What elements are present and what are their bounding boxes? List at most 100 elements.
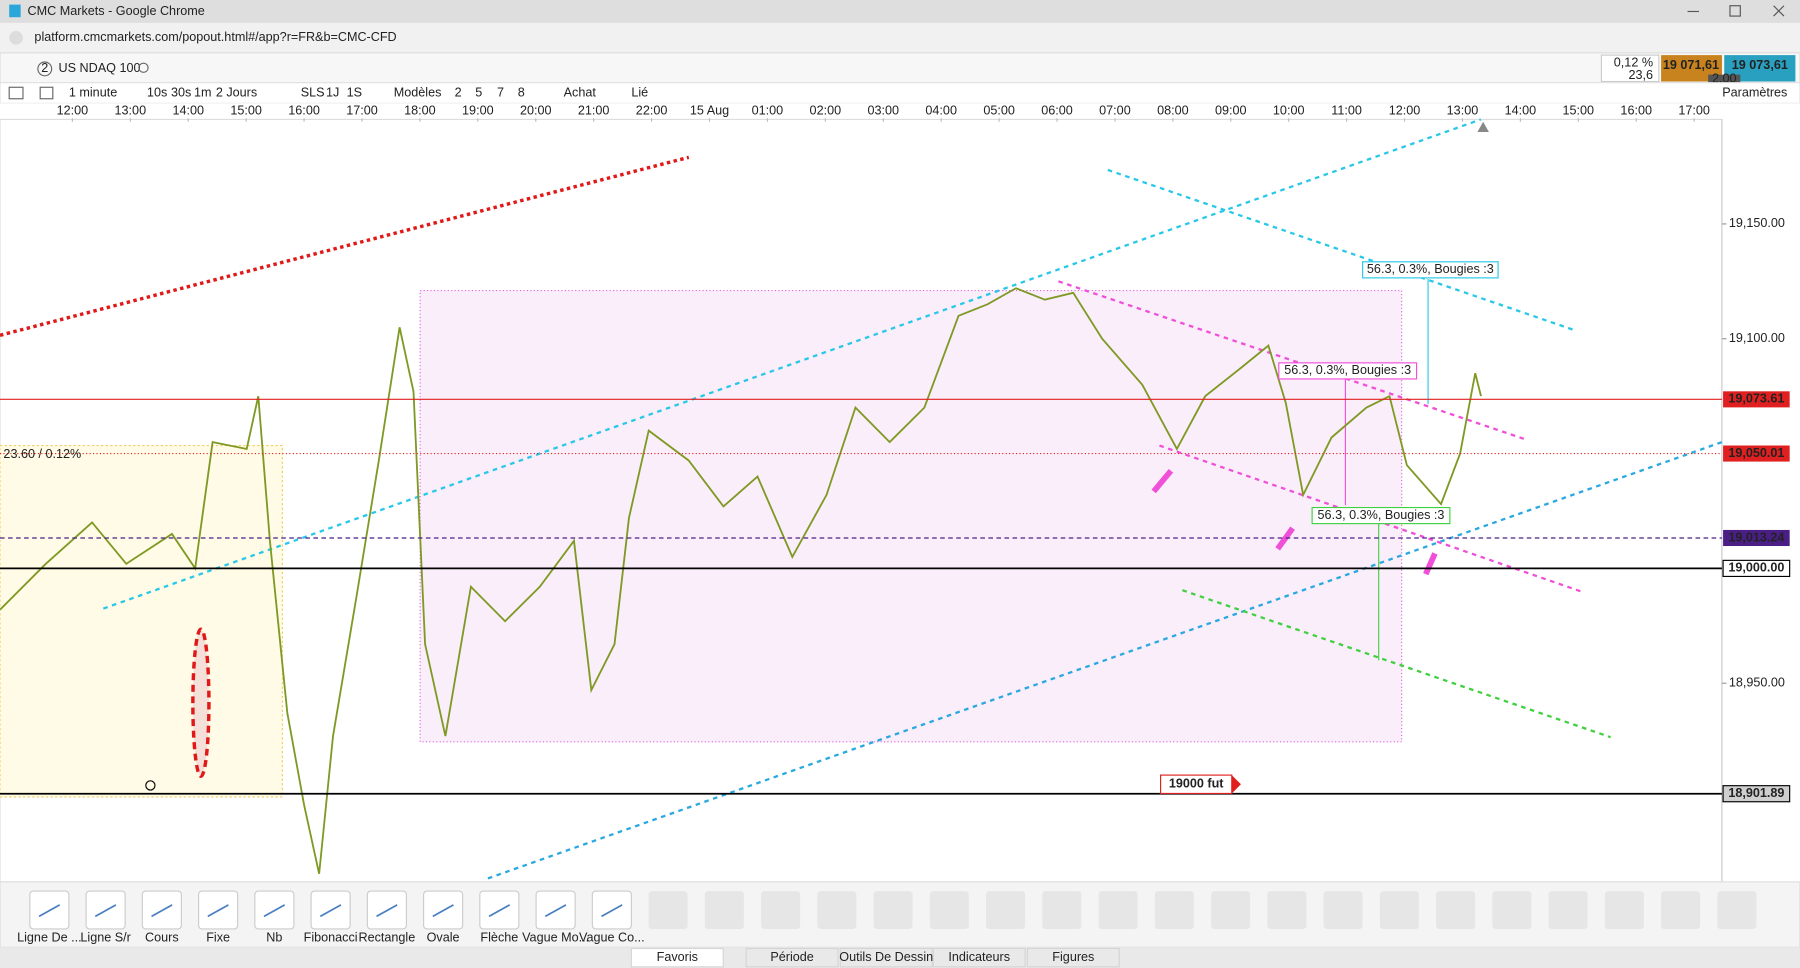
tool-label: Fibonacci bbox=[304, 930, 358, 944]
tab-label[interactable]: Indicateurs bbox=[948, 950, 1010, 964]
empty-slot[interactable] bbox=[986, 891, 1026, 929]
x-tick-label: 02:00 bbox=[810, 104, 842, 118]
empty-slot[interactable] bbox=[1267, 891, 1307, 929]
empty-slot[interactable] bbox=[1548, 891, 1588, 929]
tool-label: Nb bbox=[266, 930, 282, 944]
empty-slot[interactable] bbox=[761, 891, 801, 929]
empty-slot[interactable] bbox=[1323, 891, 1363, 929]
toolbar-item[interactable]: 7 bbox=[497, 85, 504, 99]
empty-slot[interactable] bbox=[1717, 891, 1757, 929]
tool-icon bbox=[601, 904, 623, 918]
green-measure-label: 56.3, 0.3%, Bougies :3 bbox=[1318, 508, 1445, 522]
site-info[interactable] bbox=[9, 31, 23, 45]
toolbar-item[interactable]: 5 bbox=[475, 85, 482, 99]
price-tag-label: 19,073.61 bbox=[1728, 392, 1784, 406]
empty-slot[interactable] bbox=[1211, 891, 1251, 929]
close[interactable] bbox=[1773, 5, 1785, 17]
tab[interactable] bbox=[745, 947, 839, 968]
toolbar-item[interactable]: 1S bbox=[347, 85, 362, 99]
tab[interactable] bbox=[932, 947, 1026, 968]
instrument-name[interactable]: US NDAQ 100 bbox=[59, 61, 141, 75]
sell-price[interactable]: 19 071,61 bbox=[1663, 58, 1719, 72]
empty-slot[interactable] bbox=[1492, 891, 1532, 929]
price-tag bbox=[1723, 529, 1790, 547]
toolbar-item[interactable]: 2 bbox=[455, 85, 462, 99]
x-tick-label: 05:00 bbox=[983, 104, 1015, 118]
x-tick-label: 14:00 bbox=[1505, 104, 1537, 118]
future-label: 19000 fut bbox=[1169, 777, 1224, 791]
instrument-bar bbox=[0, 52, 1800, 84]
tab[interactable] bbox=[839, 947, 933, 968]
toolbar-item[interactable]: 8 bbox=[518, 85, 525, 99]
restore[interactable] bbox=[1729, 5, 1741, 17]
y-tick-label: 19,100.00 bbox=[1729, 331, 1785, 345]
tool-label: Rectangle bbox=[358, 930, 415, 944]
pink-measure-label: 56.3, 0.3%, Bougies :3 bbox=[1284, 363, 1411, 377]
toolbar-item[interactable]: 10s bbox=[147, 85, 167, 99]
time-axis bbox=[0, 103, 1800, 120]
empty-slot[interactable] bbox=[929, 891, 969, 929]
spread-box bbox=[1708, 74, 1741, 84]
anchor-handle[interactable] bbox=[145, 780, 156, 791]
tab[interactable] bbox=[630, 947, 724, 968]
green-line bbox=[1182, 589, 1611, 739]
empty-slot[interactable] bbox=[1661, 891, 1701, 929]
toolbar-item[interactable]: SLS bbox=[301, 85, 325, 99]
badge-ring bbox=[37, 61, 53, 77]
price-tag bbox=[1722, 785, 1791, 803]
tool-icon bbox=[263, 904, 286, 918]
toolbar bbox=[0, 82, 1800, 104]
toolbar-item[interactable]: 30s bbox=[171, 85, 191, 99]
x-tick-label: 13:00 bbox=[1447, 104, 1479, 118]
toolbar-item[interactable]: 1m bbox=[194, 85, 212, 99]
menu-icon[interactable] bbox=[8, 86, 24, 100]
buy-price[interactable]: 19 073,61 bbox=[1732, 58, 1788, 72]
search-icon[interactable] bbox=[138, 62, 149, 73]
x-tick-label: 14:00 bbox=[172, 104, 204, 118]
tab-label[interactable]: Outils De Dessin bbox=[839, 950, 933, 964]
x-tick-label: 15:00 bbox=[1563, 104, 1595, 118]
x-tick-label: 21:00 bbox=[578, 104, 610, 118]
empty-slot[interactable] bbox=[1604, 891, 1644, 929]
empty-slot[interactable] bbox=[1042, 891, 1082, 929]
future-tag-arrow bbox=[1231, 775, 1241, 794]
toolbar-item[interactable]: Modèles bbox=[394, 85, 442, 99]
toolbar-item[interactable]: Achat bbox=[564, 85, 597, 99]
green-measure-box bbox=[1311, 506, 1451, 525]
empty-slot[interactable] bbox=[1436, 891, 1476, 929]
tool-label: Ligne De ... bbox=[17, 930, 81, 944]
x-tick-label: 19:00 bbox=[462, 104, 494, 118]
x-tick-label: 01:00 bbox=[752, 104, 784, 118]
tool-icon bbox=[207, 904, 229, 918]
tab[interactable] bbox=[1026, 947, 1120, 968]
address-bar bbox=[0, 22, 1800, 53]
empty-slot[interactable] bbox=[1379, 891, 1419, 929]
tool-icon bbox=[151, 904, 173, 918]
empty-slot[interactable] bbox=[1154, 891, 1194, 929]
tool-icon bbox=[432, 904, 454, 918]
x-tick-label: 12:00 bbox=[1389, 104, 1421, 118]
tool-icon bbox=[38, 904, 61, 918]
empty-slot[interactable] bbox=[817, 891, 857, 929]
settings[interactable]: Paramètres bbox=[1722, 85, 1787, 99]
empty-slot[interactable] bbox=[1098, 891, 1138, 929]
tool-label: Cours bbox=[145, 930, 179, 944]
empty-slot[interactable] bbox=[704, 891, 744, 929]
toolbar-item[interactable]: Lié bbox=[631, 85, 648, 99]
x-tick-label: 15:00 bbox=[230, 104, 262, 118]
empty-slot[interactable] bbox=[873, 891, 913, 929]
tab-label[interactable]: Figures bbox=[1052, 950, 1094, 964]
title-bar bbox=[0, 0, 1800, 23]
tab-label[interactable]: Période bbox=[770, 950, 813, 964]
url[interactable]: platform.cmcmarkets.com/popout.html#/app… bbox=[34, 30, 396, 44]
layout-icon[interactable] bbox=[39, 86, 54, 100]
x-tick-label: 13:00 bbox=[115, 104, 147, 118]
toolbar-item[interactable]: 1 minute bbox=[69, 85, 117, 99]
empty-slot[interactable] bbox=[648, 891, 688, 929]
tab-label[interactable]: Favoris bbox=[657, 950, 698, 964]
toolbar-item[interactable]: 2 Jours bbox=[216, 85, 257, 99]
tool-label: Ovale bbox=[427, 930, 460, 944]
price-tag-label: 18,901.89 bbox=[1728, 786, 1784, 800]
toolbar-item[interactable]: 1J bbox=[326, 85, 339, 99]
